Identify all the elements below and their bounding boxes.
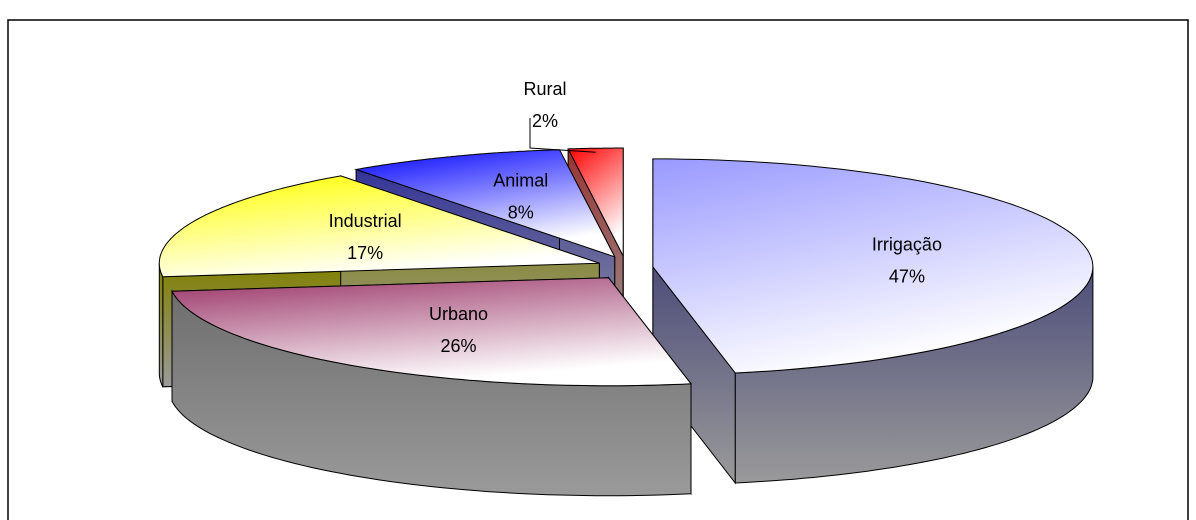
- leader-line: [529, 118, 596, 153]
- slice: [567, 147, 624, 257]
- slice: [158, 175, 600, 278]
- data-label-name: Industrial: [329, 211, 402, 231]
- plot-area: Irrigação 47% Urbano 26% Industrial 17% Animal…: [158, 79, 1094, 497]
- data-label-name: Animal: [493, 170, 548, 190]
- data-label-value: 26%: [441, 336, 477, 356]
- slice: [354, 149, 616, 258]
- data-label-name: Urbano: [429, 304, 488, 324]
- data-label-value: 47%: [889, 267, 925, 287]
- slice: [652, 158, 1094, 374]
- data-label-value: 8%: [508, 202, 534, 222]
- slice: [171, 277, 692, 387]
- data-label-name: Rural: [523, 79, 566, 99]
- data-label-name: Irrigação: [872, 235, 942, 255]
- slice-wall: [158, 263, 164, 387]
- data-label-value: 2%: [532, 111, 558, 131]
- data-label-value: 17%: [347, 243, 383, 263]
